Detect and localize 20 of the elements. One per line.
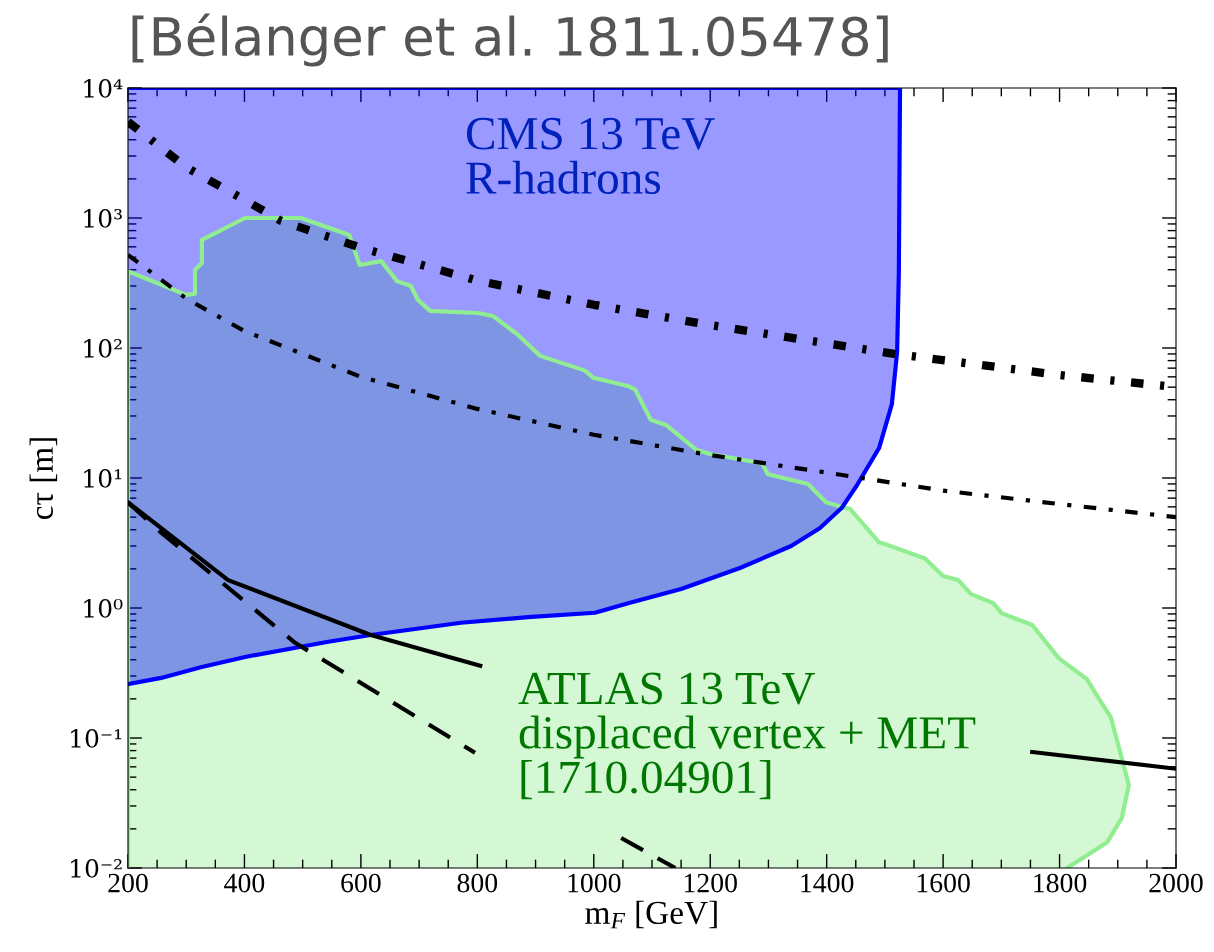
x-tick-label: 1600 [917,873,970,893]
y-tick-label: 10⁻¹ [71,728,122,748]
annotation: ATLAS 13 TeV displaced vertex + MET [1710.04901] [518,672,976,800]
annotation: CMS 13 TeV R-hadrons [466,117,715,195]
y-tick-label: 10⁰ [84,598,123,618]
x-tick-label: 800 [457,873,498,893]
x-tick-label: 2000 [1149,873,1203,893]
x-axis-title: m$_{F}$ [GeV] [585,900,717,929]
y-axis-title: cτ [m] [29,438,58,520]
x-tick-label: 1400 [801,873,854,893]
x-tick-label: 400 [224,873,265,893]
chart-title: [Bélanger et al. 1811.05478] [132,13,888,67]
y-tick-label: 10³ [84,208,122,228]
y-tick-label: 10² [84,338,122,358]
y-tick-label: 10⁴ [84,78,123,98]
x-tick-label: 600 [341,873,381,893]
x-tick-label: 1800 [1034,873,1087,893]
x-tick-label: 1000 [568,873,621,893]
x-tick-label: 1200 [684,873,737,893]
y-tick-label: 10¹ [84,468,122,488]
